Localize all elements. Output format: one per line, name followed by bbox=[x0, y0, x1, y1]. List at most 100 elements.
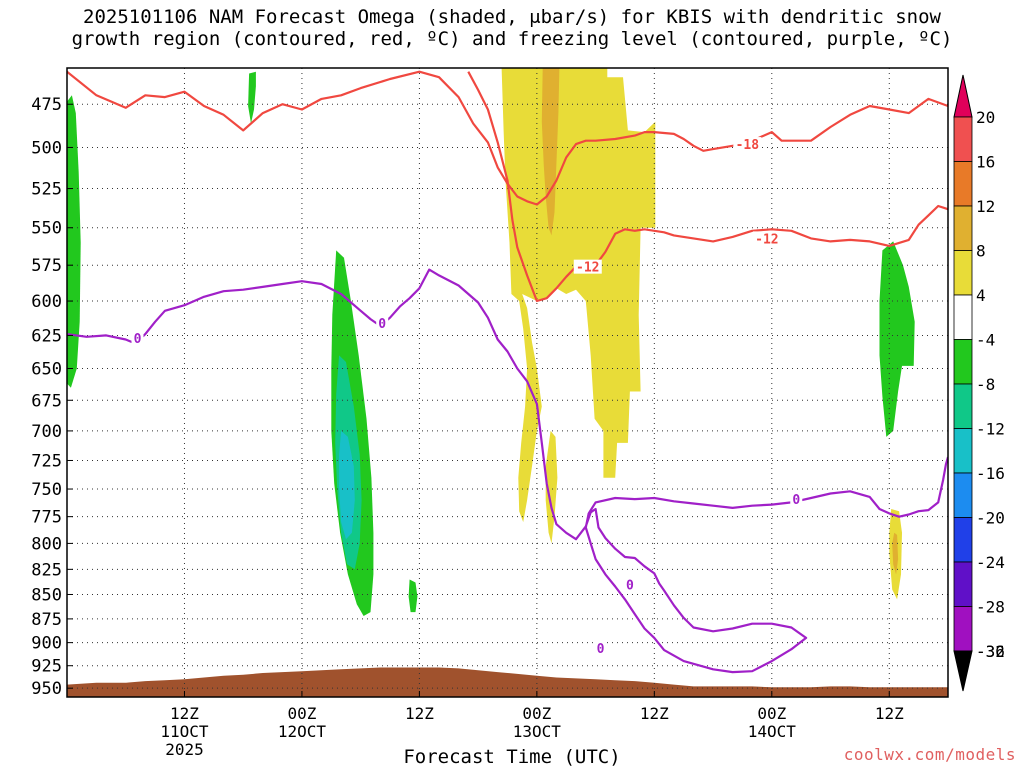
contour-label-bg bbox=[752, 231, 781, 246]
y-tick-label: 875 bbox=[31, 610, 62, 630]
colorbar-segment bbox=[953, 383, 973, 429]
y-tick-label: 650 bbox=[31, 359, 62, 379]
x-tick-label: 12Z bbox=[875, 704, 904, 723]
y-tick-label: 625 bbox=[31, 326, 62, 346]
y-tick-label: 725 bbox=[31, 451, 62, 471]
y-tick-label: 575 bbox=[31, 256, 62, 276]
contour-label: 0 bbox=[626, 579, 634, 594]
colorbar-bottom-arrow bbox=[953, 650, 973, 692]
x-tick-label: 00Z bbox=[287, 704, 316, 723]
colorbar-label: -32 bbox=[976, 642, 1005, 661]
x-axis-label: Forecast Time (UTC) bbox=[403, 746, 621, 768]
colorbar-segment bbox=[953, 161, 973, 207]
colorbar-segment bbox=[953, 517, 973, 563]
contours: -18 -12 -12 0 0 0 0 0 bbox=[67, 70, 948, 674]
y-tick-label: 775 bbox=[31, 508, 62, 528]
contour-label-bg bbox=[733, 137, 762, 152]
colorbar-segment bbox=[953, 250, 973, 296]
y-tick-label: 825 bbox=[31, 560, 62, 580]
colorbar-segment bbox=[953, 339, 973, 385]
omega-region-11 bbox=[892, 532, 899, 575]
contour-label-bg bbox=[594, 641, 607, 656]
omega-region-9 bbox=[541, 68, 560, 236]
colorbar-label: 20 bbox=[976, 108, 995, 127]
title-line-1: 2025101106 NAM Forecast Omega (shaded, μ… bbox=[83, 6, 941, 28]
colorbar-label: 16 bbox=[976, 153, 995, 172]
title-line-2: growth region (contoured, red, ºC) and f… bbox=[71, 28, 953, 50]
contour-label: 0 bbox=[378, 317, 386, 332]
colorbar-segment bbox=[953, 606, 973, 652]
y-tick-label: 525 bbox=[31, 180, 62, 200]
colorbar-segment bbox=[953, 205, 973, 251]
colorbar-label: -8 bbox=[976, 375, 995, 394]
colorbar-label: 8 bbox=[976, 242, 986, 261]
y-tick-label: 700 bbox=[31, 422, 62, 442]
terrain-fill bbox=[67, 667, 948, 697]
omega-shading bbox=[67, 68, 915, 616]
omega-region-0 bbox=[67, 95, 81, 388]
contour-label-bg bbox=[623, 577, 636, 592]
y-axis: 475 500 525 550 575 600 625 650 675 700 725 750 775 8… bbox=[31, 95, 73, 699]
x-tick-label: 12Z bbox=[405, 704, 434, 723]
colorbar-label: 4 bbox=[976, 286, 986, 305]
chart-title: 2025101106 NAM Forecast Omega (shaded, μ… bbox=[0, 6, 1024, 50]
x-tick-label: 12OCT bbox=[278, 722, 327, 741]
contour-label-bg bbox=[376, 316, 389, 331]
x-tick-label: 00Z bbox=[522, 704, 551, 723]
x-tick-label: 11OCT bbox=[160, 722, 209, 741]
colorbar-label: -36 bbox=[976, 642, 1005, 661]
colorbar-label: -20 bbox=[976, 509, 1005, 528]
contour-label: -18 bbox=[736, 138, 760, 153]
x-tick-label: 14OCT bbox=[748, 722, 797, 741]
omega-region-4 bbox=[339, 430, 355, 540]
omega-region-5 bbox=[408, 579, 418, 613]
colorbar-segment bbox=[953, 428, 973, 474]
y-tick-label: 600 bbox=[31, 292, 62, 312]
x-tick-label: 12Z bbox=[170, 704, 199, 723]
contour-line-2 bbox=[67, 268, 948, 674]
y-tick-label: 850 bbox=[31, 585, 62, 605]
y-tick-label: 550 bbox=[31, 219, 62, 239]
contour-label-bg bbox=[790, 492, 803, 507]
contour-label: 0 bbox=[134, 332, 142, 347]
omega-region-6 bbox=[879, 241, 915, 437]
colorbar-label: -24 bbox=[976, 553, 1005, 572]
omega-region-1 bbox=[248, 71, 256, 124]
y-tick-label: 950 bbox=[31, 679, 62, 699]
y-tick-label: 900 bbox=[31, 634, 62, 654]
y-tick-label: 675 bbox=[31, 391, 62, 411]
contour-label: 0 bbox=[597, 642, 605, 657]
omega-region-7 bbox=[501, 68, 656, 523]
colorbar-label: 12 bbox=[976, 197, 995, 216]
colorbar-segment bbox=[953, 294, 973, 340]
colorbar-label: -16 bbox=[976, 464, 1005, 483]
contour-line-1 bbox=[467, 71, 948, 303]
colorbar-segment bbox=[953, 472, 973, 518]
contour-label: -12 bbox=[755, 232, 778, 247]
contour-line-0 bbox=[67, 70, 948, 206]
terrain bbox=[67, 667, 948, 697]
y-tick-label: 500 bbox=[31, 138, 62, 158]
y-tick-label: 475 bbox=[31, 95, 62, 115]
x-tick-label: 12Z bbox=[640, 704, 669, 723]
y-tick-label: 800 bbox=[31, 534, 62, 554]
plot-frame bbox=[66, 67, 949, 698]
x-tick-label: 2025 bbox=[165, 740, 204, 759]
colorbar-segment bbox=[953, 561, 973, 607]
contour-label: 0 bbox=[792, 493, 800, 508]
colorbar-segment bbox=[953, 116, 973, 162]
contour-label-bg bbox=[573, 259, 602, 274]
contour-label: -12 bbox=[576, 261, 599, 276]
colorbar-top-arrow bbox=[953, 74, 973, 118]
contour-label-bg bbox=[131, 331, 144, 346]
y-tick-label: 925 bbox=[31, 657, 62, 677]
colorbar-label: -4 bbox=[976, 331, 995, 350]
watermark: coolwx.com/models bbox=[843, 745, 1016, 764]
colorbar-label: -12 bbox=[976, 420, 1005, 439]
x-tick-label: 13OCT bbox=[513, 722, 562, 741]
y-tick-label: 750 bbox=[31, 480, 62, 500]
x-tick-label: 00Z bbox=[757, 704, 786, 723]
colorbar-label: -28 bbox=[976, 598, 1005, 617]
